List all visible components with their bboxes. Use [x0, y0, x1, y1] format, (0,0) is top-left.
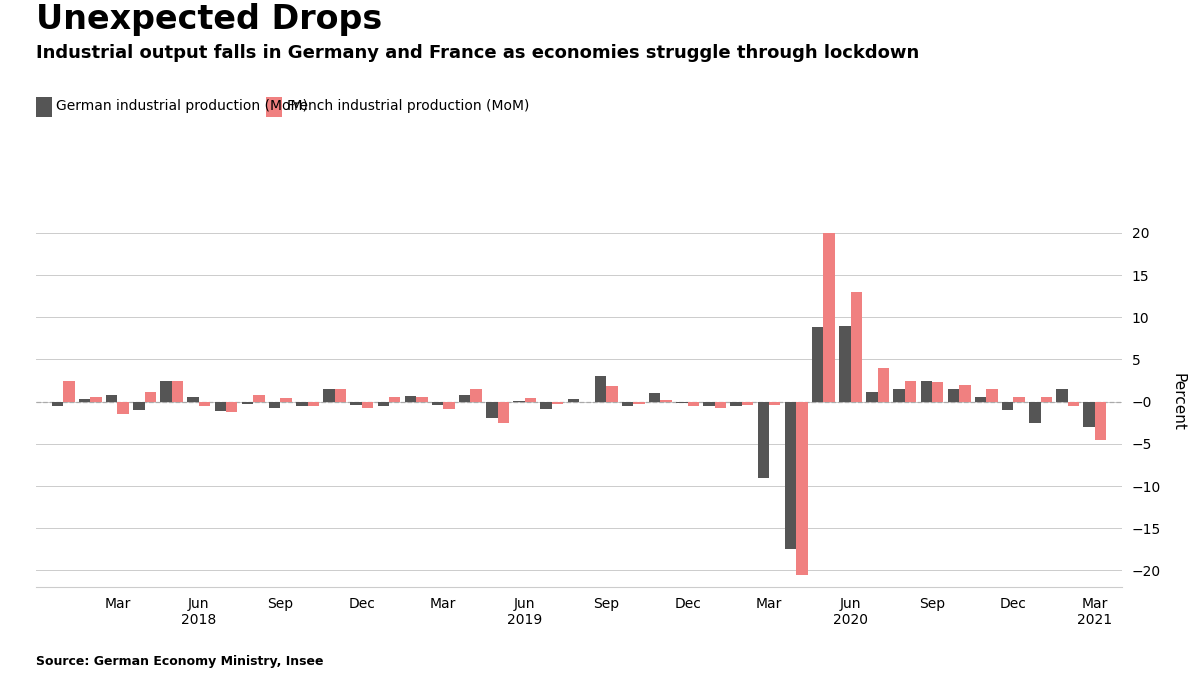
Bar	[757, 402, 769, 478]
Bar	[161, 381, 172, 402]
Bar	[145, 392, 156, 402]
Bar	[458, 395, 470, 402]
Bar	[920, 381, 932, 402]
Bar	[118, 402, 128, 414]
Bar	[742, 402, 754, 405]
Bar	[36, 97, 52, 117]
Bar	[1002, 402, 1013, 410]
Bar	[362, 402, 373, 408]
Bar	[486, 402, 498, 418]
Bar	[52, 402, 64, 406]
Text: Industrial output falls in Germany and France as economies struggle through lock: Industrial output falls in Germany and F…	[36, 44, 919, 62]
Bar	[64, 381, 74, 402]
Bar	[470, 389, 482, 402]
Bar	[79, 399, 90, 402]
Bar	[948, 389, 959, 402]
Bar	[823, 233, 835, 402]
Text: Source: German Economy Ministry, Insee: Source: German Economy Ministry, Insee	[36, 655, 324, 668]
Bar	[986, 389, 997, 402]
Bar	[974, 398, 986, 402]
Bar	[595, 377, 606, 402]
Bar	[785, 402, 797, 549]
Bar	[241, 402, 253, 404]
Bar	[416, 398, 427, 402]
Bar	[877, 368, 889, 402]
Text: German industrial production (MoM): German industrial production (MoM)	[56, 99, 308, 113]
Y-axis label: Percent: Percent	[1171, 373, 1186, 431]
Bar	[296, 402, 307, 406]
Bar	[443, 402, 455, 409]
Bar	[432, 402, 443, 405]
Bar	[1084, 402, 1094, 427]
Bar	[606, 386, 618, 402]
Bar	[524, 398, 536, 402]
Bar	[307, 402, 319, 406]
Bar	[90, 398, 102, 402]
Bar	[389, 397, 401, 402]
Bar	[1040, 398, 1052, 402]
Bar	[797, 402, 808, 574]
Bar	[172, 381, 184, 402]
Bar	[660, 400, 672, 402]
Bar	[1068, 402, 1079, 406]
Bar	[1030, 402, 1040, 423]
Bar	[199, 402, 210, 406]
Bar	[335, 389, 346, 402]
Bar	[715, 402, 726, 408]
Bar	[851, 292, 862, 402]
Bar	[568, 399, 580, 402]
Bar	[622, 402, 634, 406]
Bar	[866, 392, 877, 402]
Bar	[269, 402, 281, 408]
Text: Unexpected Drops: Unexpected Drops	[36, 3, 383, 36]
Bar	[769, 402, 780, 405]
Bar	[905, 381, 917, 402]
Bar	[688, 402, 700, 406]
Text: French industrial production (MoM): French industrial production (MoM)	[287, 99, 529, 113]
Bar	[676, 402, 688, 404]
Bar	[514, 401, 524, 402]
Bar	[226, 402, 238, 412]
Bar	[1094, 402, 1106, 439]
Bar	[378, 402, 389, 406]
Bar	[839, 326, 851, 402]
Bar	[215, 402, 226, 411]
Bar	[703, 402, 715, 406]
Bar	[540, 402, 552, 409]
Bar	[133, 402, 145, 410]
Bar	[932, 382, 943, 402]
Bar	[281, 398, 292, 402]
Bar	[959, 385, 971, 402]
Bar	[552, 402, 563, 404]
Bar	[634, 402, 644, 404]
Bar	[323, 389, 335, 402]
Bar	[1014, 398, 1025, 402]
Bar	[731, 402, 742, 406]
Bar	[812, 327, 823, 402]
Bar	[404, 396, 416, 402]
Bar	[893, 389, 905, 402]
Bar	[106, 395, 118, 402]
Bar	[1056, 389, 1068, 402]
Bar	[350, 402, 362, 405]
Bar	[649, 393, 660, 402]
Bar	[187, 398, 199, 402]
Bar	[253, 395, 265, 402]
Bar	[498, 402, 509, 423]
Bar	[266, 97, 282, 117]
